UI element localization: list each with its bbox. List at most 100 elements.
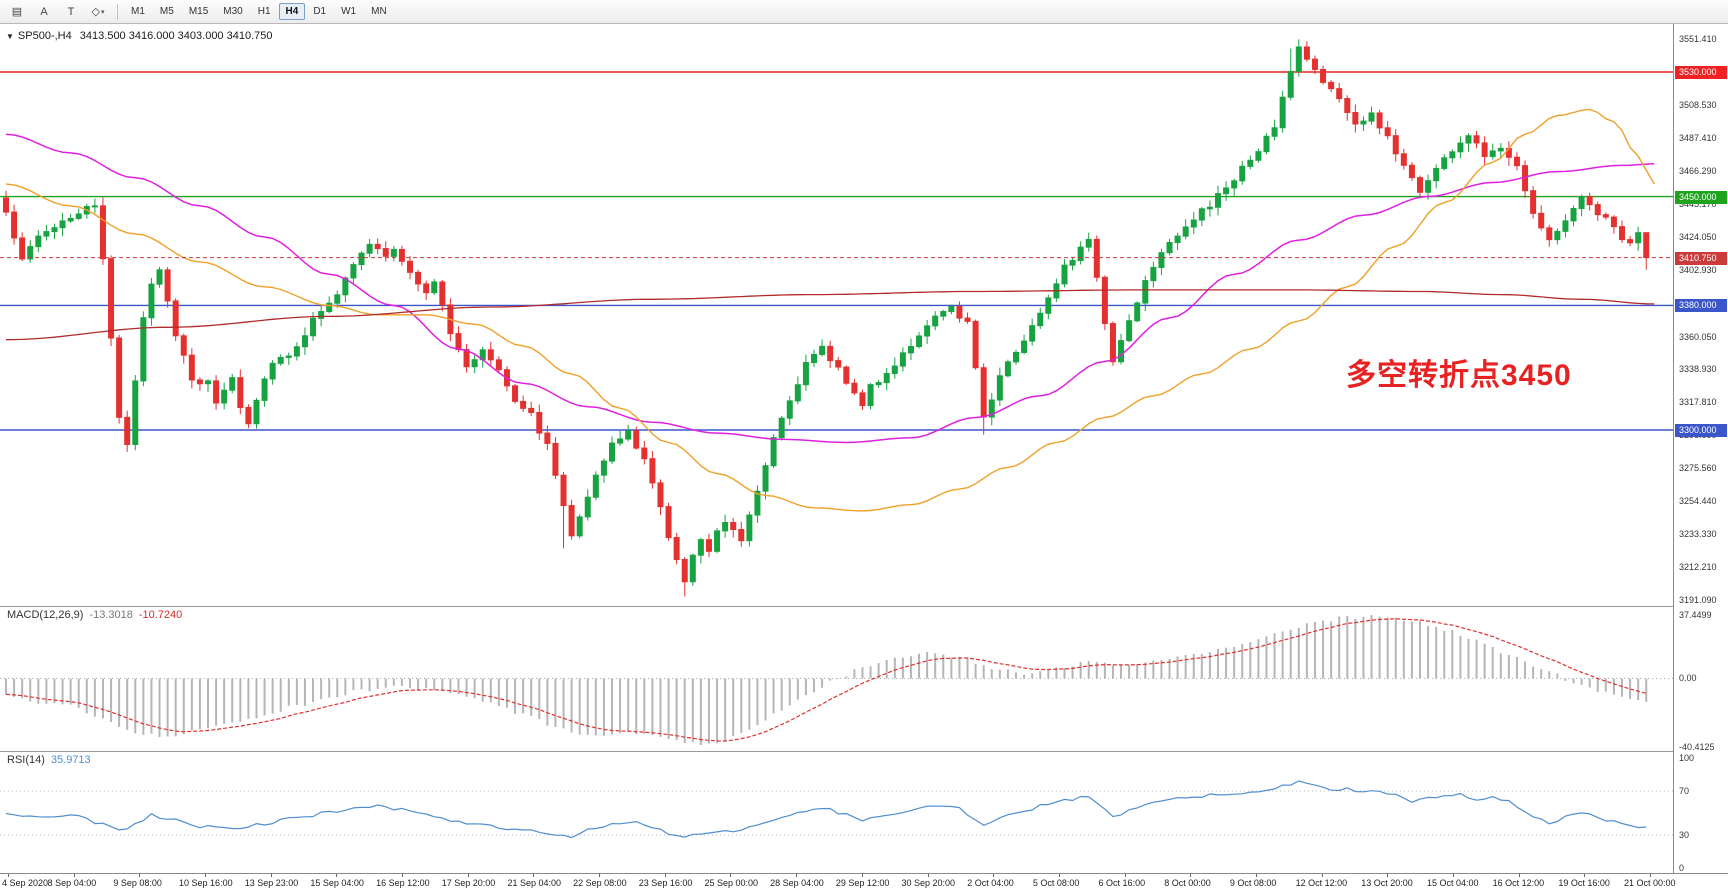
candles xyxy=(3,39,1650,597)
ma-medium-orange xyxy=(5,108,1655,512)
chart-window-icon[interactable]: ▤ xyxy=(11,6,23,18)
time-tick-mark xyxy=(1518,874,1520,877)
timeframe-button-mn[interactable]: MN xyxy=(371,6,387,17)
price-tick-label: 3445.170 xyxy=(1679,199,1717,210)
chart-annotation-text: 多空转折点3450 xyxy=(1346,359,1572,392)
timeframe-button-m15[interactable]: M15 xyxy=(188,6,209,17)
time-tick-mark xyxy=(1452,874,1454,877)
ma-slow-magenta xyxy=(5,133,1655,444)
time-tick-mark xyxy=(1190,874,1192,877)
time-axis[interactable]: 4 Sep 2020 8 Sep 04:00 9 Sep 08:00 10 Sep 1… xyxy=(0,873,1728,893)
time-tick-mark xyxy=(73,874,75,877)
price-tick-label: 3233.330 xyxy=(1679,528,1717,539)
main-chart[interactable] xyxy=(0,24,1673,606)
time-tick-label: 12 Oct 12:00 xyxy=(1295,878,1348,888)
text-box-icon[interactable]: T xyxy=(67,5,75,18)
macd-name: MACD(12,26,9) xyxy=(7,609,84,621)
time-tick-mark xyxy=(796,874,798,877)
price-level-tag: 3450.000 xyxy=(1675,190,1727,204)
time-tick-mark xyxy=(402,874,404,877)
time-tick-mark xyxy=(861,874,863,877)
time-tick-label: 16 Sep 12:00 xyxy=(376,878,430,888)
time-tick-label: 15 Oct 04:00 xyxy=(1426,878,1479,888)
timeframe-button-m30[interactable]: M30 xyxy=(223,6,243,17)
time-tick-label: 23 Sep 16:00 xyxy=(638,878,693,888)
time-tick-label: 8 Sep 04:00 xyxy=(47,878,97,888)
price-tick-label: 3551.410 xyxy=(1679,33,1717,44)
time-tick-mark xyxy=(1058,874,1060,877)
macd-signal-value: -10.7240 xyxy=(138,609,183,621)
price-tick-label: 3191.090 xyxy=(1679,594,1717,605)
toolbar-separator xyxy=(117,3,118,20)
timeframe-button-m1[interactable]: M1 xyxy=(131,6,145,17)
ma-long-darkred xyxy=(5,289,1655,341)
price-tick-label: 3254.440 xyxy=(1679,495,1717,506)
time-tick-mark xyxy=(139,874,141,877)
rsi-scale-label: 0 xyxy=(1679,863,1685,873)
timeframe-button-d1[interactable]: D1 xyxy=(313,6,327,17)
time-tick-label: 8 Oct 00:00 xyxy=(1164,878,1211,888)
time-tick-label: 6 Oct 16:00 xyxy=(1098,878,1146,888)
macd-scale-label: 0.00 xyxy=(1679,673,1697,684)
text-label-icon[interactable]: A xyxy=(40,5,48,18)
price-tick-label: 3360.050 xyxy=(1679,331,1717,342)
shapes-icon[interactable]: ◇ ▾ xyxy=(91,6,105,18)
price-tick-label: 3212.210 xyxy=(1679,561,1717,572)
time-tick-label: 9 Sep 08:00 xyxy=(113,878,162,888)
time-tick-mark xyxy=(1584,874,1586,877)
time-tick-label: 5 Oct 08:00 xyxy=(1032,878,1080,888)
panel-divider[interactable] xyxy=(0,751,1728,752)
rsi-label: RSI(14) 35.9713 xyxy=(7,754,91,766)
time-tick-mark xyxy=(205,874,207,877)
time-tick-mark xyxy=(927,874,929,877)
time-tick-mark xyxy=(270,874,272,877)
price-axis[interactable]: 3551.410 3508.530 3487.410 3466.290 3445.170… xyxy=(1673,24,1728,873)
time-tick-label: 17 Sep 20:00 xyxy=(441,878,496,888)
time-tick-label: 4 Sep 2020 xyxy=(2,878,49,888)
time-tick-mark xyxy=(664,874,666,877)
symbol-marker-icon[interactable]: ▼ xyxy=(6,32,14,41)
time-tick-label: 21 Sep 04:00 xyxy=(507,878,561,888)
time-tick-label: 19 Oct 16:00 xyxy=(1558,878,1610,888)
macd-histogram xyxy=(5,615,1648,745)
price-tick-label: 3402.930 xyxy=(1679,264,1717,275)
rsi-name: RSI(14) xyxy=(7,754,45,766)
time-tick-label: 13 Oct 20:00 xyxy=(1361,878,1413,888)
time-tick-mark xyxy=(467,874,469,877)
macd-scale-label: 37.4499 xyxy=(1679,610,1712,620)
panel-divider[interactable] xyxy=(0,606,1728,607)
time-tick-mark xyxy=(1321,874,1323,877)
time-tick-mark xyxy=(1650,874,1651,877)
time-tick-mark xyxy=(1124,874,1126,877)
price-level-tag: 3300.000 xyxy=(1675,424,1727,437)
timeframe-button-h4[interactable]: H4 xyxy=(278,3,306,20)
timeframe-button-h1[interactable]: H1 xyxy=(257,6,271,17)
time-tick-label: 9 Oct 08:00 xyxy=(1229,878,1277,888)
symbol-ohlc: 3413.500 3416.000 3403.000 3410.750 xyxy=(79,30,273,42)
macd-panel[interactable] xyxy=(0,607,1673,751)
time-tick-mark xyxy=(730,874,732,877)
timeframe-button-w1[interactable]: W1 xyxy=(341,6,357,17)
price-tick-label: 3487.410 xyxy=(1679,133,1717,144)
rsi-scale-label: 30 xyxy=(1679,830,1690,840)
price-level-tag: 3380.000 xyxy=(1675,299,1727,313)
rsi-value: 35.9713 xyxy=(50,754,91,766)
rsi-line xyxy=(5,780,1647,839)
horizontal-level-lines xyxy=(0,71,1673,431)
timeframe-button-m5[interactable]: M5 xyxy=(159,6,174,17)
time-tick-label: 16 Oct 12:00 xyxy=(1492,878,1545,888)
time-tick-label: 15 Sep 04:00 xyxy=(310,878,364,888)
time-tick-mark xyxy=(533,874,535,877)
symbol-name: SP500-,H4 xyxy=(17,30,72,42)
time-tick-mark xyxy=(1255,874,1257,877)
time-tick-label: 28 Sep 04:00 xyxy=(770,878,824,888)
rsi-panel[interactable] xyxy=(0,752,1673,872)
macd-signal-line xyxy=(5,618,1647,742)
time-tick-label: 29 Sep 12:00 xyxy=(835,878,890,888)
time-tick-mark xyxy=(8,874,9,877)
time-tick-label: 25 Sep 00:00 xyxy=(704,878,759,888)
time-tick-mark xyxy=(1387,874,1389,877)
current-price-tag: 3410.750 xyxy=(1675,251,1727,265)
symbol-info: ▼ SP500-,H4 3413.500 3416.000 3403.000 34… xyxy=(6,30,273,42)
